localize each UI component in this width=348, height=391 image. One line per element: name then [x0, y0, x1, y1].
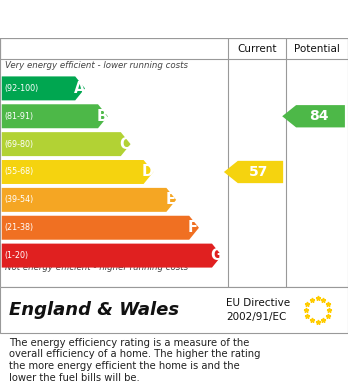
Text: F: F	[188, 220, 198, 235]
Text: EU Directive
2002/91/EC: EU Directive 2002/91/EC	[226, 298, 290, 322]
Text: 84: 84	[309, 109, 329, 123]
Text: A: A	[73, 81, 85, 96]
Polygon shape	[282, 105, 345, 127]
Text: Not energy efficient - higher running costs: Not energy efficient - higher running co…	[5, 263, 188, 272]
Text: Energy Efficiency Rating: Energy Efficiency Rating	[9, 12, 230, 27]
Text: The energy efficiency rating is a measure of the
overall efficiency of a home. T: The energy efficiency rating is a measur…	[9, 338, 260, 382]
Text: (1-20): (1-20)	[5, 251, 29, 260]
Text: C: C	[119, 136, 130, 152]
Text: (92-100): (92-100)	[5, 84, 39, 93]
Text: (39-54): (39-54)	[5, 196, 34, 204]
Text: Very energy efficient - lower running costs: Very energy efficient - lower running co…	[5, 61, 188, 70]
Text: G: G	[210, 248, 222, 263]
Polygon shape	[224, 161, 283, 183]
Polygon shape	[2, 76, 85, 100]
Text: D: D	[141, 165, 153, 179]
Text: (55-68): (55-68)	[5, 167, 34, 176]
Text: E: E	[165, 192, 175, 207]
Polygon shape	[2, 188, 176, 212]
Text: 57: 57	[249, 165, 268, 179]
Polygon shape	[2, 104, 108, 128]
Text: (21-38): (21-38)	[5, 223, 34, 232]
Bar	[0, 38, 348, 59]
Text: B: B	[96, 109, 108, 124]
Polygon shape	[2, 244, 222, 267]
Polygon shape	[2, 216, 199, 240]
Polygon shape	[2, 132, 130, 156]
Text: Potential: Potential	[294, 43, 340, 54]
Polygon shape	[2, 160, 153, 184]
Text: England & Wales: England & Wales	[9, 301, 179, 319]
Text: (81-91): (81-91)	[5, 112, 34, 121]
Text: (69-80): (69-80)	[5, 140, 34, 149]
Text: Current: Current	[237, 43, 277, 54]
